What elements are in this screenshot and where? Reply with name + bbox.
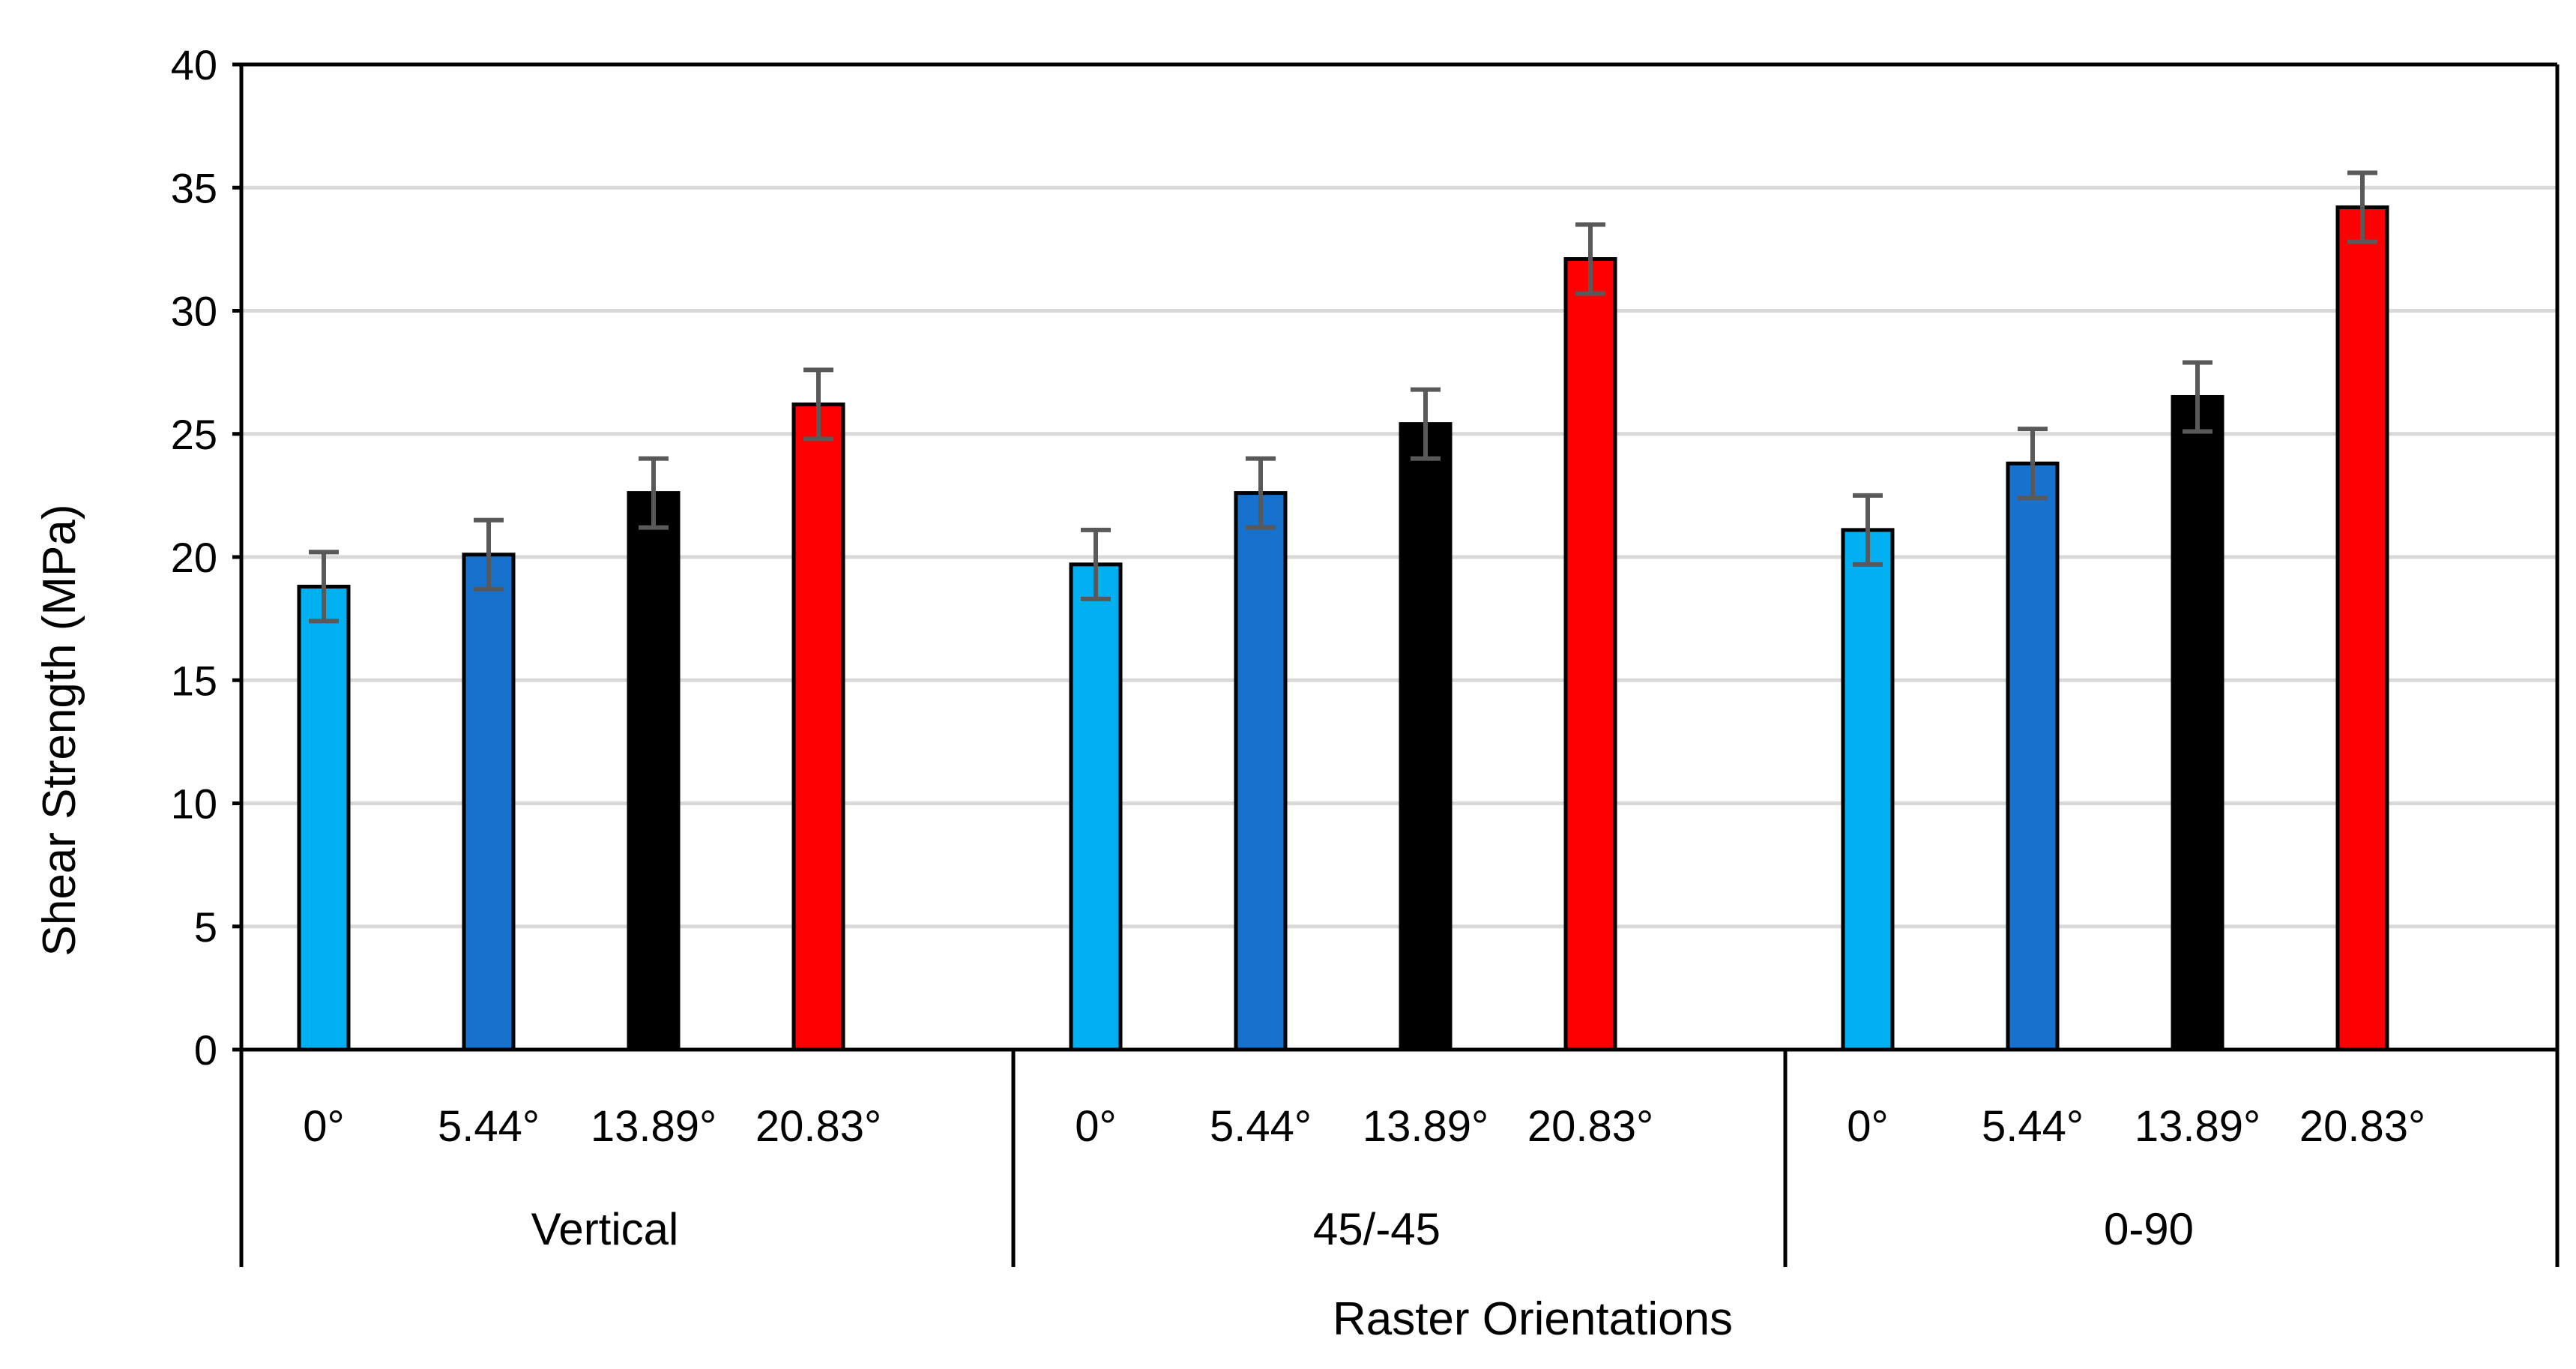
category-label: 13.89° <box>591 1102 717 1151</box>
category-label: 13.89° <box>2135 1102 2260 1151</box>
bar <box>2171 394 2224 1052</box>
y-tick-label: 10 <box>171 780 217 828</box>
x-axis-title: Raster Orientations <box>1333 1293 1733 1345</box>
bar <box>2335 205 2389 1052</box>
bar <box>627 491 681 1052</box>
group-label: 0-90 <box>2104 1204 2194 1254</box>
category-label: 20.83° <box>1527 1102 1653 1151</box>
y-tick-label: 30 <box>171 288 217 335</box>
y-tick-label: 5 <box>194 903 217 951</box>
bar <box>1069 562 1123 1052</box>
y-tick-label: 0 <box>194 1026 217 1074</box>
y-tick-label: 15 <box>171 657 217 704</box>
category-label: 5.44° <box>438 1102 540 1151</box>
error-bars <box>309 170 2377 624</box>
y-tick-label: 35 <box>171 164 217 211</box>
bar <box>462 553 516 1052</box>
category-label: 20.83° <box>755 1102 881 1151</box>
bar <box>1841 528 1895 1052</box>
labels: 0 5 10 15 20 25 30 35 40 0° 0° 0° 5.44° 5.44° 5.44° 13.… <box>171 41 2425 1254</box>
group-label: 45/-45 <box>1313 1204 1441 1254</box>
category-label: 5.44° <box>1982 1102 2084 1151</box>
bars <box>297 205 2389 1052</box>
category-label: 5.44° <box>1210 1102 1312 1151</box>
bar <box>1563 257 1617 1052</box>
y-tick-label: 25 <box>171 411 217 458</box>
category-label: 20.83° <box>2299 1102 2425 1151</box>
bar <box>2006 461 2060 1052</box>
axes <box>232 62 2560 1267</box>
group-label: Vertical <box>531 1204 679 1254</box>
y-axis-title: Shear Strength (MPa) <box>34 504 85 956</box>
y-tick-label: 20 <box>171 534 217 581</box>
bar <box>1234 491 1288 1052</box>
category-label: 0° <box>303 1102 344 1151</box>
category-label: 0° <box>1847 1102 1888 1151</box>
bar <box>1399 422 1453 1052</box>
bar <box>791 402 845 1052</box>
bar <box>297 584 351 1052</box>
y-tick-label: 40 <box>171 41 217 88</box>
category-label: 0° <box>1075 1102 1116 1151</box>
category-label: 13.89° <box>1363 1102 1488 1151</box>
